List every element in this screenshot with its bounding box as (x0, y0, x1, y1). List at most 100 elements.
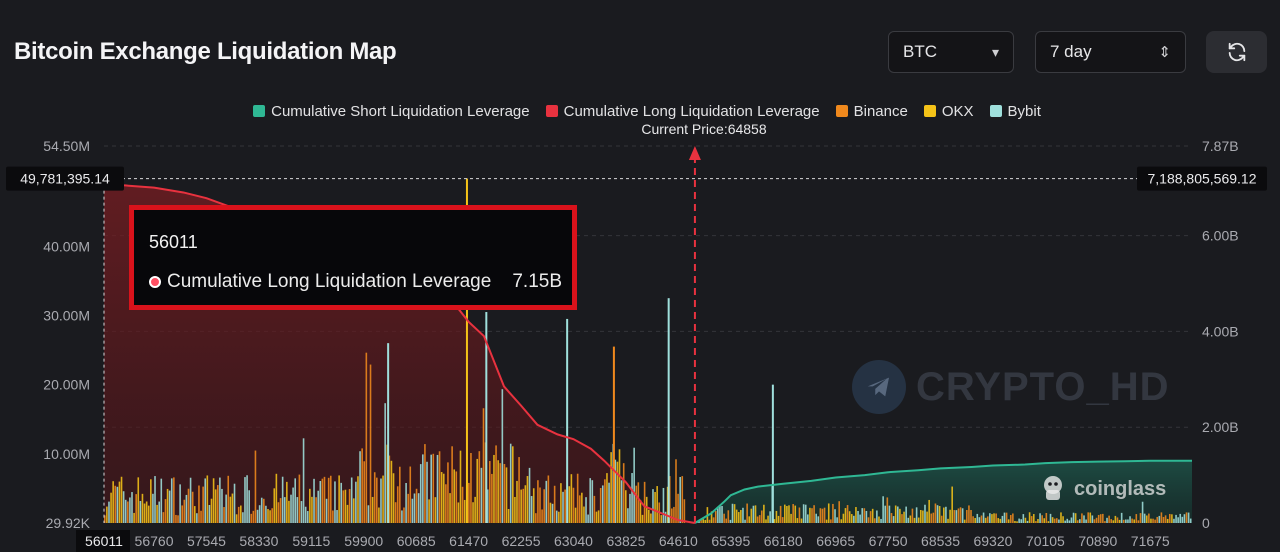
liquidation-bar (300, 501, 303, 523)
liquidation-bar (417, 493, 420, 523)
liquidation-bar (1085, 519, 1087, 523)
liquidation-bar (273, 488, 276, 523)
liquidation-bar (1102, 513, 1104, 523)
liquidation-bar (991, 514, 993, 523)
liquidation-bar (1158, 515, 1161, 523)
liquidation-bar (327, 477, 330, 523)
x-axis-tick: 61470 (449, 533, 488, 549)
liquidation-bar (150, 479, 152, 523)
liquidation-bar (279, 498, 282, 523)
liquidation-bar (1068, 520, 1071, 523)
liquidation-bar (463, 499, 466, 523)
x-axis-tick: 59115 (292, 533, 330, 549)
liquidation-bar (681, 476, 684, 523)
liquidation-bar (1129, 516, 1131, 523)
liquidation-bar (1041, 515, 1043, 523)
liquidation-bar (790, 513, 792, 523)
tooltip-row: Cumulative Long Liquidation Leverage 7.1… (149, 271, 562, 293)
liquidation-bar (750, 508, 753, 523)
liquidation-bar (411, 498, 414, 523)
legend-item-long[interactable]: Cumulative Long Liquidation Leverage (545, 101, 820, 121)
legend-item-binance[interactable]: Binance (835, 101, 908, 121)
liquidation-bar (882, 496, 884, 523)
liquidation-bar (154, 476, 156, 523)
coin-select[interactable]: BTC ▾ (888, 31, 1014, 73)
liquidation-bar (214, 489, 217, 523)
liquidation-bar (252, 510, 255, 523)
liquidation-bar (137, 477, 140, 523)
liquidation-bar (555, 510, 558, 523)
liquidation-bar (1028, 512, 1031, 523)
liquidation-bar (237, 506, 240, 523)
liquidation-bar (650, 513, 652, 523)
liquidation-bar (110, 492, 112, 523)
liquidation-bar (221, 488, 223, 523)
liquidation-bar (302, 438, 305, 523)
liquidation-bar (135, 494, 137, 523)
current-price-label: Current Price:64858 (641, 121, 767, 137)
liquidation-bar (620, 480, 623, 523)
liquidation-bar (367, 505, 370, 523)
liquidation-bar (781, 517, 784, 523)
liquidation-bar (955, 510, 958, 523)
liquidation-bar (675, 459, 677, 523)
time-range-value: 7 day (1050, 42, 1092, 61)
liquidation-bar (836, 517, 838, 523)
liquidation-bar (746, 503, 748, 523)
liquidation-bar (999, 518, 1002, 523)
liquidation-bar (242, 512, 244, 523)
liquidation-bar (568, 486, 571, 523)
liquidation-bar (206, 475, 209, 523)
liquidation-bar (976, 513, 979, 523)
liquidation-bar (1037, 519, 1039, 523)
liquidation-bar (593, 495, 596, 523)
liquidation-bar (497, 460, 499, 523)
left-axis-tick: 20.00M (43, 377, 90, 393)
liquidation-bar (943, 507, 945, 523)
liquidation-bar (574, 507, 577, 523)
liquidation-bar (449, 493, 451, 523)
liquidation-bar (784, 504, 786, 523)
liquidation-bar (635, 485, 638, 523)
liquidation-bar (392, 473, 395, 523)
legend-item-short[interactable]: Cumulative Short Liquidation Leverage (253, 101, 530, 121)
liquidation-bar (1093, 519, 1096, 523)
liquidation-bar (982, 512, 985, 523)
crosshair-left-label: 49,781,395.14 (20, 171, 110, 187)
liquidation-bar (338, 475, 340, 523)
crosshair-right-label-bg (1137, 166, 1267, 191)
legend-item-okx[interactable]: OKX (923, 101, 974, 121)
legend-label-okx: OKX (941, 102, 974, 120)
liquidation-bar (440, 472, 443, 523)
x-axis-tick: 68535 (921, 533, 960, 549)
liquidation-bar (1185, 512, 1188, 523)
liquidation-bar (413, 493, 416, 523)
liquidation-bar (1064, 520, 1066, 523)
liquidation-bar (499, 463, 502, 523)
liquidation-bar (1097, 514, 1100, 523)
liquidation-bar (118, 481, 121, 523)
liquidation-bar (585, 497, 587, 523)
liquidation-bar (355, 481, 357, 523)
liquidation-bar (175, 514, 177, 523)
liquidation-bar (547, 475, 550, 523)
liquidation-bar (139, 500, 142, 523)
liquidation-bar (930, 513, 933, 523)
time-range-select[interactable]: 7 day ⇕ (1035, 31, 1186, 73)
liquidation-bar (1137, 520, 1140, 523)
legend-item-bybit[interactable]: Bybit (989, 101, 1041, 121)
liquidation-bar (459, 450, 462, 523)
liquidation-bar (886, 497, 889, 523)
liquidation-bar (240, 505, 242, 523)
liquidation-bar (482, 408, 485, 523)
liquidation-bar (313, 478, 315, 523)
refresh-button[interactable] (1206, 31, 1267, 73)
liquidation-bar (884, 505, 887, 523)
liquidation-bar (1133, 519, 1136, 523)
current-price-arrow (688, 146, 701, 160)
liquidation-bar (329, 475, 332, 523)
x-axis-tick: 60685 (397, 533, 436, 549)
left-axis-tick: 10.00M (43, 446, 90, 462)
liquidation-bar (244, 477, 246, 523)
liquidation-bar (104, 515, 106, 523)
